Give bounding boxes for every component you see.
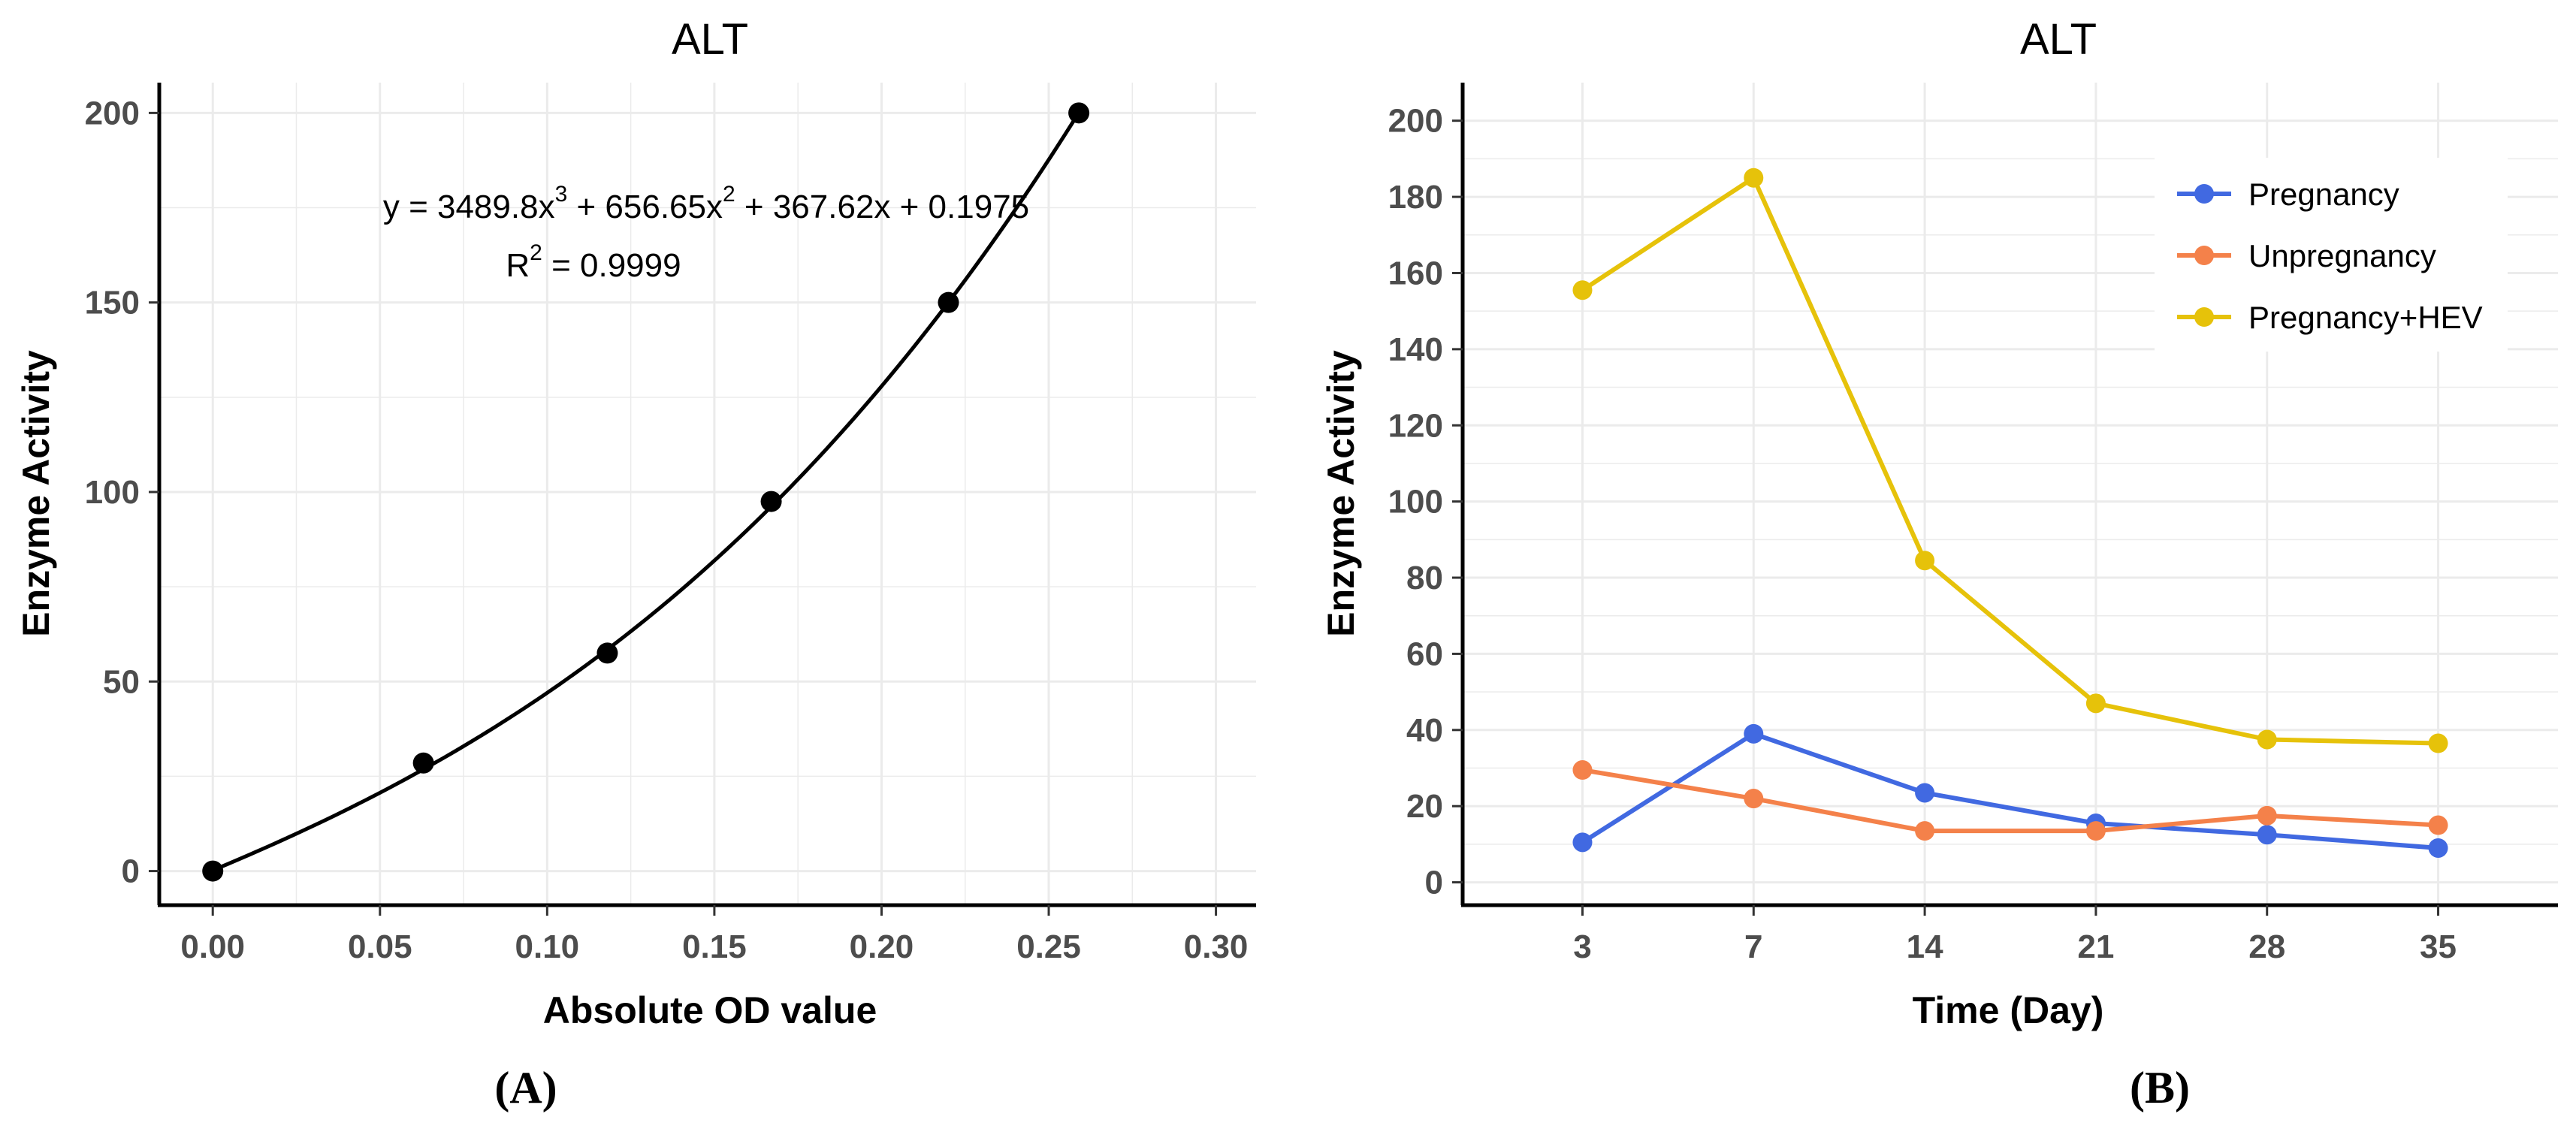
series-point	[2428, 733, 2448, 753]
panel-b-x-tick-label: 21	[2077, 928, 2114, 965]
series-point	[1572, 280, 1593, 300]
legend-item: Pregnancy	[2177, 177, 2399, 212]
panel-a-y-tick-label: 200	[85, 95, 140, 131]
panel-b-y-tick-label: 40	[1406, 712, 1443, 749]
panel-a-y-tick-label: 100	[85, 474, 140, 511]
panel-a-r-squared: R2 = 0.9999	[506, 240, 681, 284]
panel-a-x-tick-label: 0.15	[682, 928, 747, 965]
legend-label: Pregnancy	[2248, 177, 2399, 212]
panel-a-data-point	[412, 752, 434, 774]
equation-exponent-3: 3	[555, 182, 568, 207]
panel-a-x-tick-label: 0.30	[1184, 928, 1249, 965]
panel-a-y-tick-label: 50	[103, 663, 140, 700]
series-line	[1581, 731, 2439, 850]
r2-letter: R	[506, 247, 530, 284]
panel-b-y-tick-label: 100	[1388, 484, 1443, 521]
panel-a-data-point	[938, 291, 959, 313]
panel-a-x-ticks: 0.00 0.05 0.10 0.15 0.20 0.25 0.30	[180, 905, 1248, 965]
series-point	[1915, 821, 1935, 841]
panel-a-x-tick-label: 0.10	[515, 928, 580, 965]
series-point	[1572, 760, 1593, 780]
series-point	[2428, 838, 2448, 858]
legend-marker	[2194, 184, 2214, 204]
equation-part-1: y = 3489.8x	[383, 189, 555, 225]
panel-a-x-tick-label: 0.25	[1016, 928, 1081, 965]
panel-b-x-tick-label: 3	[1573, 928, 1591, 965]
panel-b-x-tick-label: 14	[1907, 928, 1943, 965]
series-unpregnancy	[1572, 760, 2448, 841]
panel-a: ALT 0 50 100 150 200 0.00 0.05 0.10 0.15 0.20 0.2…	[15, 15, 1256, 1112]
series-point	[2428, 815, 2448, 835]
panel-b-y-tick-label: 140	[1388, 331, 1443, 368]
panel-a-data-point	[760, 491, 782, 512]
legend-label: Unpregnancy	[2248, 238, 2436, 273]
panel-a-equation: y = 3489.8x3 + 656.65x2 + 367.62x + 0.19…	[383, 182, 1029, 225]
panel-b-y-tick-label: 120	[1388, 407, 1443, 444]
series-point	[1744, 789, 1764, 809]
panel-a-points	[202, 102, 1090, 882]
panel-b-y-ticks: 0 20 40 60 80 100 120 140 160 180 200	[1388, 103, 1463, 901]
equation-exponent-2: 2	[723, 182, 735, 207]
panel-b-y-tick-label: 0	[1425, 865, 1443, 901]
r2-value: = 0.9999	[542, 247, 681, 284]
panel-a-y-axis-label: Enzyme Activity	[15, 350, 57, 637]
series-pregnancy	[1572, 723, 2448, 858]
panel-b-x-tick-label: 7	[1744, 928, 1762, 965]
panel-a-y-tick-label: 0	[122, 853, 140, 890]
panel-a-x-tick-label: 0.20	[850, 928, 914, 965]
panel-a-title: ALT	[672, 15, 748, 64]
panel-b-y-tick-label: 60	[1406, 635, 1443, 672]
series-point	[2085, 821, 2106, 841]
panel-a-data-point	[1068, 102, 1090, 124]
panel-b-label: (B)	[2130, 1063, 2190, 1112]
panel-b-y-tick-label: 160	[1388, 255, 1443, 291]
panel-b-x-axis-label: Time (Day)	[1913, 989, 2104, 1031]
series-point	[1744, 723, 1764, 744]
series-line	[1581, 768, 2439, 834]
series-pregnancy-hev	[1572, 168, 2448, 753]
panel-b-y-axis-label: Enzyme Activity	[1320, 350, 1362, 637]
panel-b: ALT 0 20 40 60 80 100 120 140 160 180 200 3 7 14 21 28…	[1320, 15, 2558, 1112]
panel-b-x-tick-label: 35	[2420, 928, 2457, 965]
panel-a-gridlines	[159, 83, 1256, 905]
equation-part-2: + 656.65x	[567, 189, 723, 225]
legend-item: Unpregnancy	[2177, 238, 2436, 273]
panel-b-y-tick-label: 200	[1388, 103, 1443, 140]
panel-a-y-tick-label: 150	[85, 285, 140, 322]
panel-a-x-tick-label: 0.00	[180, 928, 245, 965]
panel-a-x-axis-label: Absolute OD value	[543, 989, 877, 1031]
panel-b-title: ALT	[2020, 15, 2097, 64]
panel-b-x-ticks: 3 7 14 21 28 35	[1573, 905, 2457, 965]
legend-label: Pregnancy+HEV	[2248, 300, 2483, 335]
panel-b-series	[1572, 168, 2448, 858]
series-point	[1744, 168, 1764, 188]
panel-b-x-tick-label: 28	[2248, 928, 2285, 965]
panel-a-data-point	[202, 860, 224, 882]
panel-a-x-tick-label: 0.05	[348, 928, 412, 965]
panel-a-fit-curve	[212, 111, 1081, 872]
series-point	[2257, 825, 2277, 845]
equation-part-3: + 367.62x + 0.1975	[735, 189, 1029, 225]
series-line	[1581, 175, 2439, 746]
series-point	[2257, 805, 2277, 826]
panel-a-data-point	[596, 642, 618, 664]
series-point	[1572, 832, 1593, 853]
series-point	[2257, 729, 2277, 750]
series-point	[1915, 783, 1935, 803]
panel-b-y-tick-label: 180	[1388, 179, 1443, 216]
legend-marker	[2194, 246, 2214, 265]
series-point	[1915, 551, 1935, 571]
panel-a-label: (A)	[494, 1063, 557, 1112]
series-point	[2085, 693, 2106, 714]
panel-b-legend: Pregnancy Unpregnancy Pregnancy+HEV	[2155, 158, 2508, 352]
panel-a-y-ticks: 0 50 100 150 200	[85, 95, 159, 890]
r2-exponent: 2	[530, 240, 542, 265]
legend-marker	[2194, 307, 2214, 327]
panel-b-y-tick-label: 80	[1406, 560, 1443, 596]
panel-b-y-tick-label: 20	[1406, 788, 1443, 825]
legend-item: Pregnancy+HEV	[2177, 300, 2483, 335]
